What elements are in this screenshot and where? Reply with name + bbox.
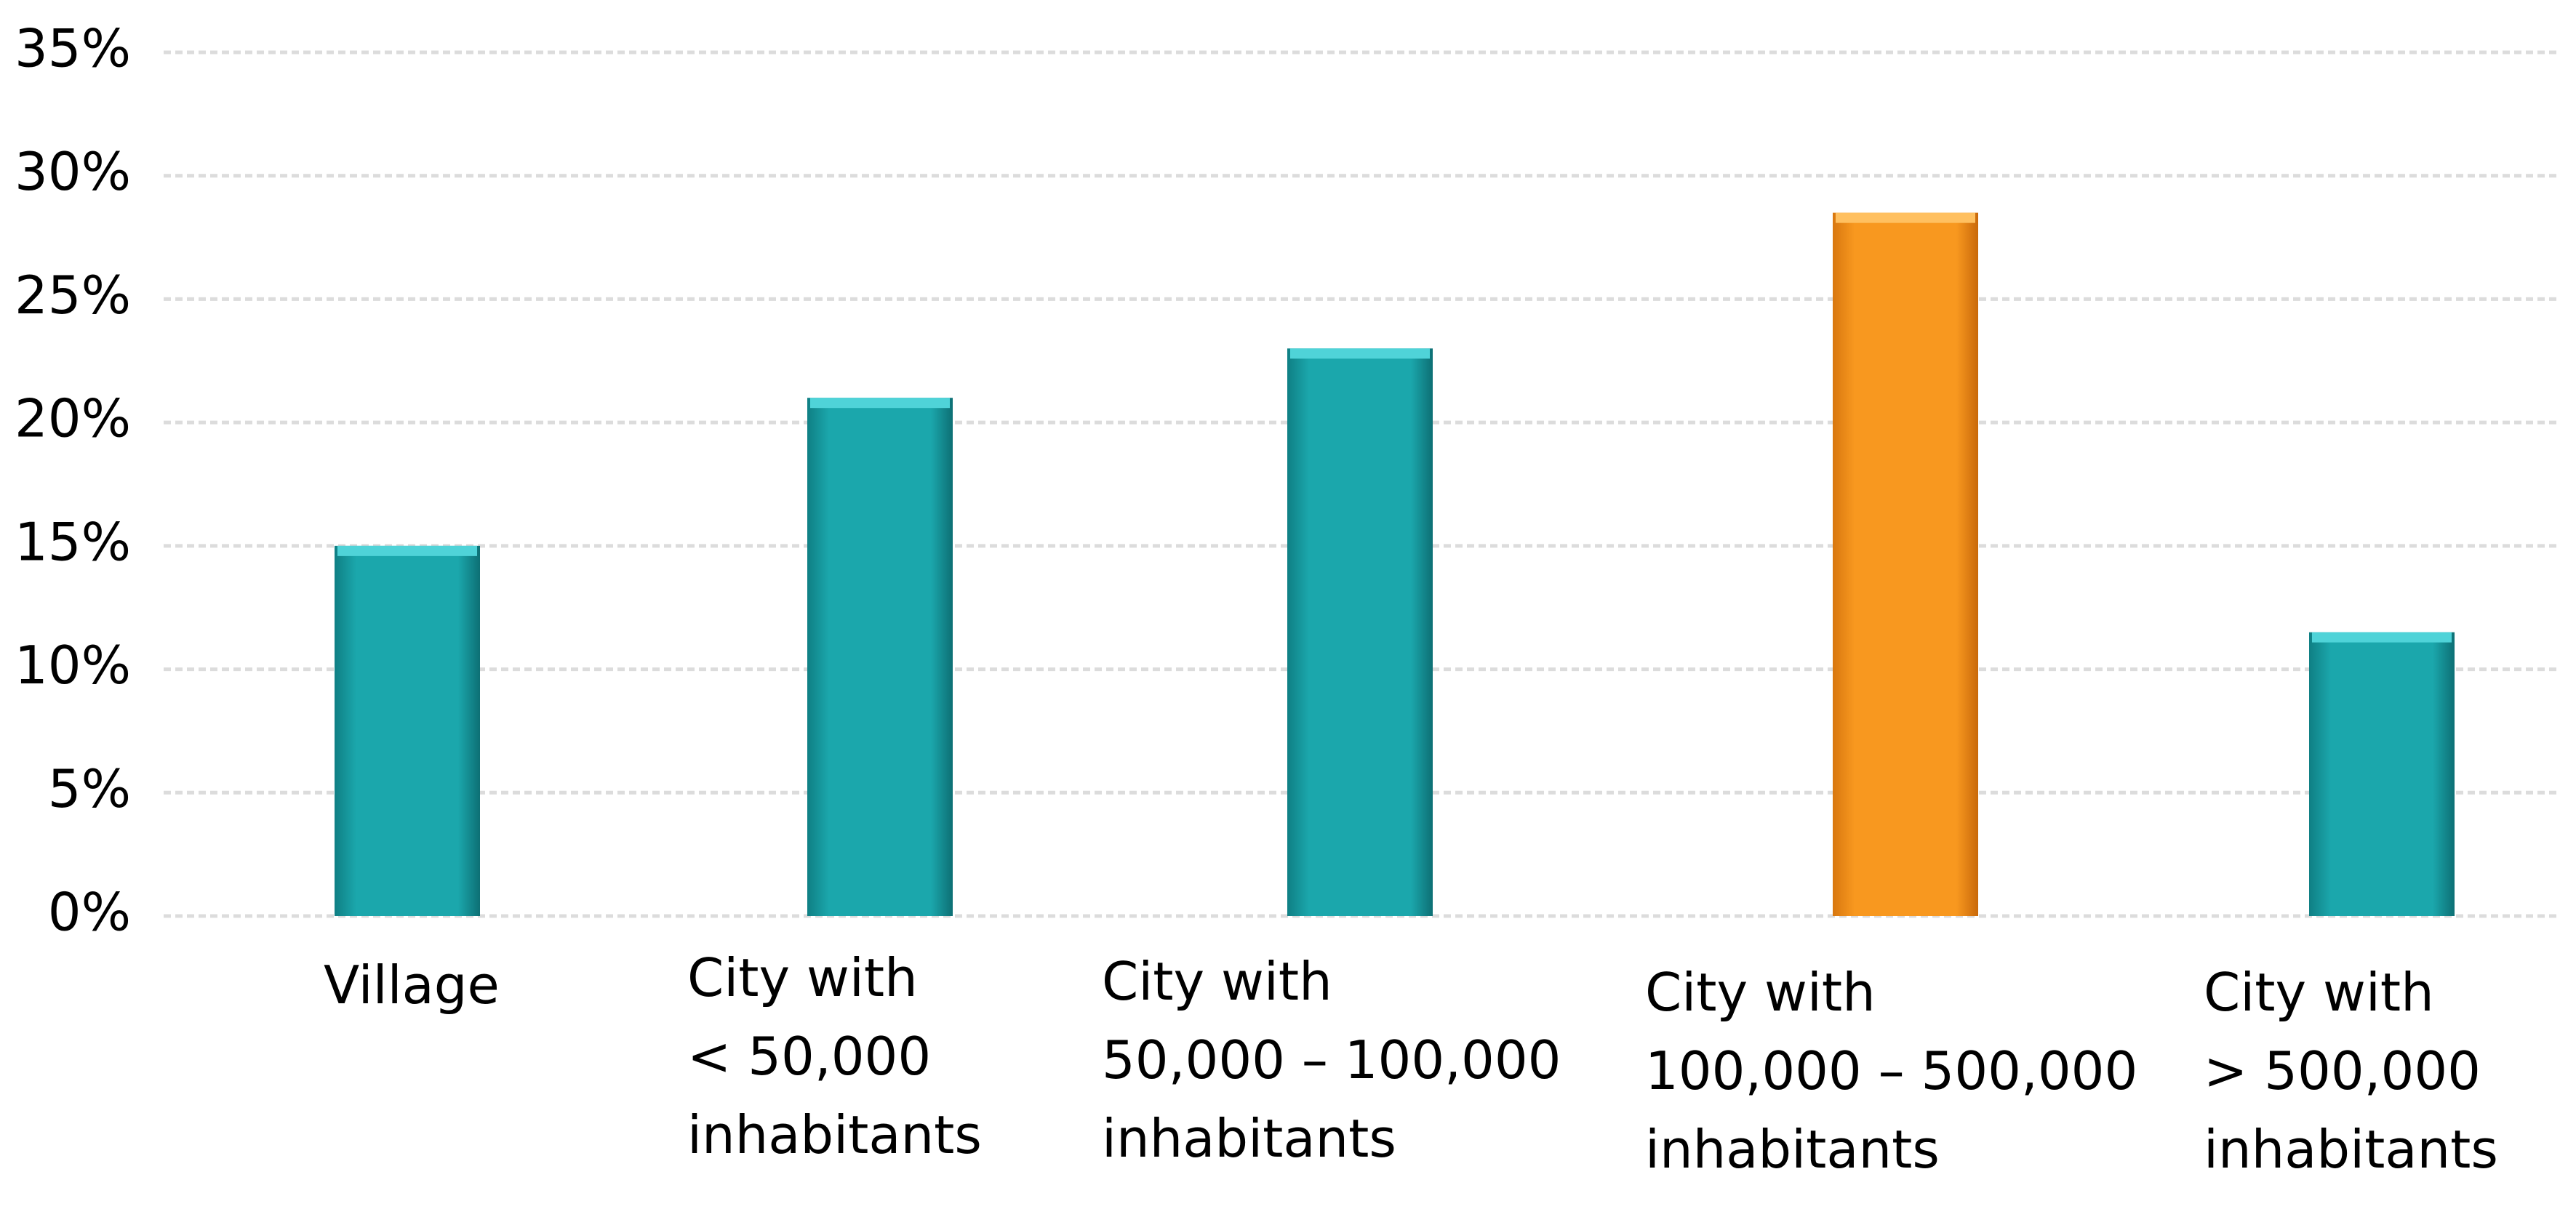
x-category-label-line: City with bbox=[1102, 951, 1332, 1012]
bar-group bbox=[1287, 348, 1433, 916]
bar-top-highlight bbox=[1836, 212, 1975, 223]
bar-group bbox=[335, 545, 480, 916]
y-tick-label: 15% bbox=[15, 511, 131, 572]
x-category-label-line: 100,000 – 500,000 bbox=[1645, 1040, 2137, 1101]
y-tick-label: 35% bbox=[15, 18, 131, 79]
bar-group bbox=[1833, 212, 1978, 917]
x-category-label: City with > 500,000 inhabitants bbox=[2204, 962, 2498, 1180]
x-category-label-line: Village bbox=[324, 955, 500, 1016]
y-tick-label: 25% bbox=[15, 265, 131, 326]
x-category-label-line: inhabitants bbox=[2204, 1119, 2498, 1180]
x-axis-labels: Village City with < 50,000 inhabitantsCity … bbox=[324, 947, 2498, 1180]
x-category-label-line: < 50,000 bbox=[687, 1026, 931, 1087]
y-tick-label: 5% bbox=[48, 758, 131, 819]
bar bbox=[807, 398, 953, 916]
y-tick-label: 0% bbox=[48, 882, 131, 943]
x-category-label-line: City with bbox=[687, 947, 918, 1008]
bar bbox=[1287, 348, 1433, 916]
bars bbox=[335, 212, 2455, 917]
x-category-label: Village bbox=[324, 955, 500, 1016]
x-category-label: City with < 50,000 inhabitants bbox=[687, 947, 982, 1165]
bar bbox=[335, 545, 480, 916]
x-category-label-line: City with bbox=[1645, 962, 1876, 1023]
x-category-label-line: inhabitants bbox=[1102, 1108, 1396, 1169]
x-category-label: City with 50,000 – 100,000 inhabitants bbox=[1102, 951, 1561, 1169]
y-axis-ticks: 0% 5% 10% 15% 20% 25% 30% 35% bbox=[15, 18, 131, 943]
bar-top-highlight bbox=[2312, 632, 2452, 643]
bar bbox=[2309, 632, 2455, 916]
x-category-label-line: inhabitants bbox=[687, 1104, 982, 1165]
gridlines bbox=[164, 50, 2560, 918]
bar-highlighted bbox=[1833, 212, 1978, 917]
x-category-label-line: City with bbox=[2204, 962, 2434, 1023]
y-tick-label: 20% bbox=[15, 388, 131, 449]
bar-top-highlight bbox=[810, 398, 950, 409]
bar-top-highlight bbox=[1290, 348, 1430, 359]
x-category-label: City with 100,000 – 500,000 inhabitants bbox=[1645, 962, 2137, 1180]
y-tick-label: 10% bbox=[15, 635, 131, 696]
x-category-label-line: inhabitants bbox=[1645, 1119, 1940, 1180]
x-category-label-line: > 500,000 bbox=[2204, 1040, 2481, 1101]
bar-top-highlight bbox=[337, 545, 477, 556]
bar-group bbox=[807, 398, 953, 916]
y-tick-label: 30% bbox=[15, 141, 131, 202]
x-category-label-line: 50,000 – 100,000 bbox=[1102, 1029, 1561, 1091]
bar-group bbox=[2309, 632, 2455, 916]
